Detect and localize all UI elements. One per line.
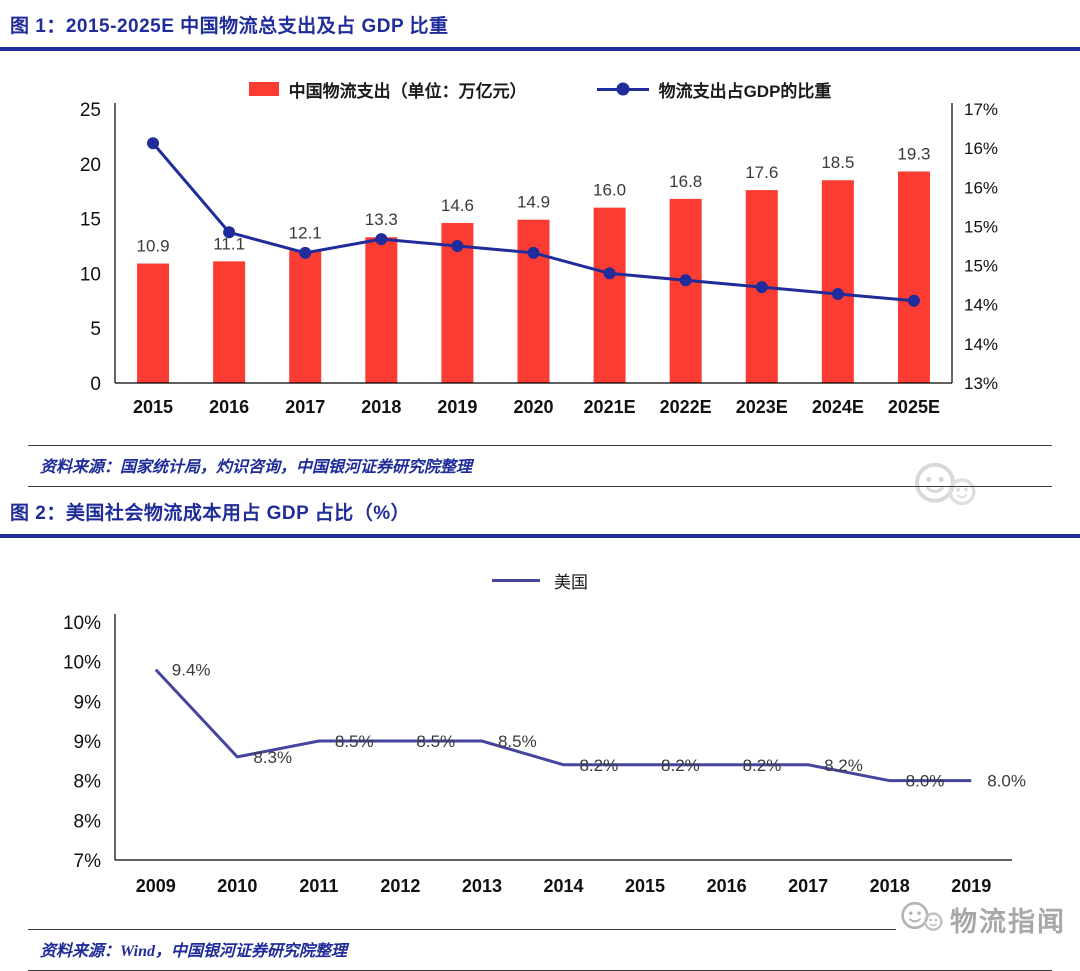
svg-text:16%: 16%	[964, 178, 998, 197]
figure2-plot: 10% 10% 9% 9% 8% 8% 7% 9.4% 8.3% 8.5% 8.5% 8.5% 8.2%…	[63, 613, 1026, 896]
svg-text:8.5%: 8.5%	[498, 732, 537, 751]
svg-text:8%: 8%	[74, 811, 102, 832]
svg-text:2009: 2009	[136, 876, 176, 896]
svg-text:14.6: 14.6	[441, 196, 474, 215]
svg-text:8.2%: 8.2%	[743, 756, 782, 775]
legend-item-bar-series: 中国物流支出（单位：万亿元）	[248, 77, 527, 102]
watermark-text: 物流指闻	[950, 907, 1066, 937]
svg-text:15: 15	[80, 210, 101, 231]
svg-text:10.9: 10.9	[136, 237, 169, 256]
svg-text:2013: 2013	[462, 876, 502, 896]
watermark-faint-logo-icon	[910, 458, 978, 517]
figure2-title-rule	[0, 534, 1080, 538]
svg-text:2016: 2016	[707, 876, 747, 896]
svg-text:2017: 2017	[285, 397, 325, 417]
svg-text:2024E: 2024E	[812, 397, 864, 417]
svg-text:17%: 17%	[964, 100, 998, 119]
svg-text:19.3: 19.3	[897, 144, 930, 163]
svg-text:2018: 2018	[361, 397, 401, 417]
svg-text:2020: 2020	[513, 397, 553, 417]
svg-text:13.3: 13.3	[365, 210, 398, 229]
legend-us-label: 美国	[554, 572, 588, 592]
svg-text:11.1: 11.1	[213, 234, 245, 253]
svg-text:10: 10	[80, 264, 101, 285]
svg-text:2023E: 2023E	[736, 397, 788, 417]
svg-text:2017: 2017	[788, 876, 828, 896]
svg-text:14.9: 14.9	[517, 193, 550, 212]
svg-text:2011: 2011	[299, 876, 338, 896]
svg-text:16%: 16%	[964, 139, 998, 158]
watermark-logo-icon	[898, 898, 944, 941]
line-dot-swatch-icon	[596, 82, 649, 96]
line-swatch-icon	[492, 578, 540, 582]
figure2-source: 资料来源：Wind，中国银河证券研究院整理	[40, 943, 347, 960]
figure1-title: 图 1：2015-2025E 中国物流总支出及占 GDP 比重	[10, 16, 449, 37]
svg-text:25: 25	[80, 100, 101, 121]
svg-text:16.0: 16.0	[593, 181, 626, 200]
svg-text:2015: 2015	[625, 876, 665, 896]
svg-text:8.0%: 8.0%	[987, 772, 1026, 791]
figure1-legend: 中国物流支出（单位：万亿元） 物流支出占GDP的比重	[0, 77, 1080, 101]
svg-text:10%: 10%	[63, 613, 101, 634]
svg-text:8.2%: 8.2%	[580, 756, 619, 775]
svg-text:8.2%: 8.2%	[824, 756, 863, 775]
svg-text:2016: 2016	[209, 397, 249, 417]
figure1-title-rule	[0, 47, 1080, 51]
svg-text:8.5%: 8.5%	[416, 732, 455, 751]
svg-text:15%: 15%	[964, 257, 998, 276]
svg-text:17.6: 17.6	[745, 163, 778, 182]
svg-text:2019: 2019	[437, 397, 477, 417]
svg-text:2010: 2010	[217, 876, 257, 896]
svg-text:9%: 9%	[74, 692, 102, 713]
svg-text:2025E: 2025E	[888, 397, 940, 417]
svg-text:8.2%: 8.2%	[661, 756, 700, 775]
svg-text:2022E: 2022E	[660, 397, 712, 417]
watermark: 物流指闻	[896, 898, 1068, 941]
svg-text:15%: 15%	[964, 217, 998, 236]
svg-text:18.5: 18.5	[821, 153, 854, 172]
svg-text:10%: 10%	[63, 653, 101, 674]
figure1-source-row: 资料来源：国家统计局，灼识咨询，中国银河证券研究院整理	[28, 445, 1052, 487]
legend-bar-label: 中国物流支出（单位：万亿元）	[288, 81, 527, 101]
figure1-source: 资料来源：国家统计局，灼识咨询，中国银河证券研究院整理	[40, 459, 473, 476]
figure2-legend: 美国	[0, 568, 1080, 592]
svg-text:8.3%: 8.3%	[253, 748, 292, 767]
svg-text:16.8: 16.8	[669, 172, 702, 191]
bar-swatch-icon	[248, 82, 279, 96]
svg-text:2014: 2014	[543, 876, 583, 896]
svg-text:13%: 13%	[964, 374, 998, 393]
svg-text:8.0%: 8.0%	[906, 772, 945, 791]
legend-line-label: 物流支出占GDP的比重	[658, 81, 832, 101]
svg-text:2018: 2018	[870, 876, 910, 896]
svg-text:5: 5	[90, 319, 101, 340]
svg-text:12.1: 12.1	[289, 223, 322, 242]
svg-text:8.5%: 8.5%	[335, 732, 374, 751]
svg-text:7%: 7%	[74, 851, 102, 872]
svg-text:9.4%: 9.4%	[172, 661, 211, 680]
svg-text:2015: 2015	[133, 397, 173, 417]
figure2-title: 图 2：美国社会物流成本用占 GDP 占比（%）	[10, 503, 411, 524]
svg-text:2021E: 2021E	[584, 397, 636, 417]
svg-text:14%: 14%	[964, 296, 998, 315]
svg-text:2012: 2012	[380, 876, 420, 896]
svg-text:8%: 8%	[74, 772, 102, 793]
svg-text:2019: 2019	[951, 876, 991, 896]
svg-text:0: 0	[90, 374, 101, 395]
svg-text:20: 20	[80, 155, 101, 176]
legend-item-line-series: 物流支出占GDP的比重	[596, 77, 832, 102]
svg-text:9%: 9%	[74, 732, 102, 753]
svg-text:14%: 14%	[964, 335, 998, 354]
